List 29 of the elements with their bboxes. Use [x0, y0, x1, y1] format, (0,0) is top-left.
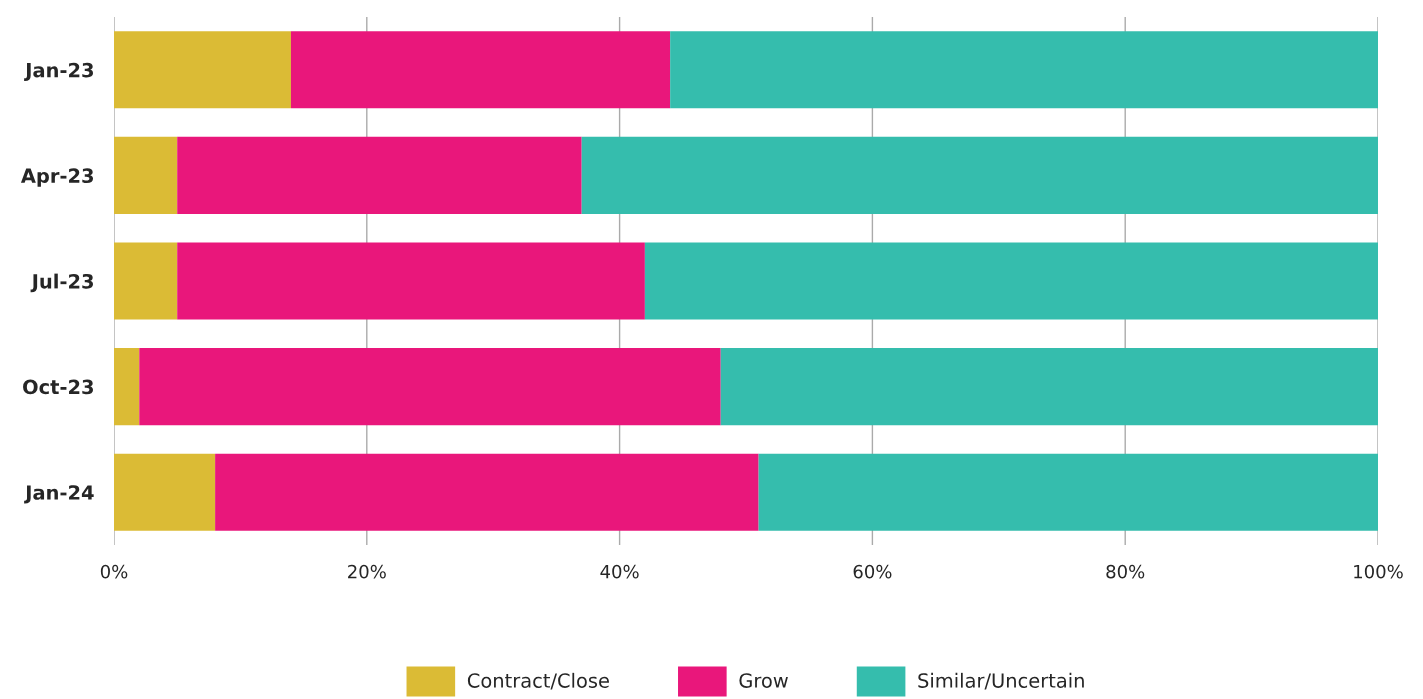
- bar: [758, 453, 1378, 531]
- y-tick-label: Jul-23: [30, 273, 94, 293]
- x-tick-label: 0%: [100, 564, 128, 579]
- x-tick-label: 60%: [853, 564, 892, 579]
- bar: [644, 242, 1378, 320]
- bar: [290, 31, 671, 109]
- bar: [177, 242, 645, 320]
- y-tick-label: Oct-23: [23, 379, 94, 395]
- bar: [114, 453, 216, 531]
- bar: [670, 31, 1378, 109]
- bar: [114, 136, 178, 214]
- bar: [215, 453, 759, 531]
- x-tick-label: 20%: [348, 564, 386, 579]
- y-tick-label: Apr-23: [20, 168, 94, 187]
- x-tick-label: 40%: [600, 564, 639, 579]
- bar: [114, 31, 291, 109]
- legend-label: Similar/Uncertain: [918, 672, 1084, 690]
- bar: [177, 136, 582, 214]
- legend-label: Grow: [739, 673, 788, 688]
- x-tick-label: 100%: [1354, 564, 1403, 579]
- bar: [114, 348, 140, 426]
- y-tick-label: Jan-24: [24, 485, 94, 504]
- bar: [720, 348, 1378, 426]
- legend-label: Contract/Close: [467, 672, 609, 690]
- y-tick-label: Jan-23: [24, 62, 94, 82]
- bar: [581, 136, 1378, 214]
- bar: [114, 242, 178, 320]
- x-tick-label: 80%: [1106, 564, 1145, 579]
- bar: [139, 348, 721, 426]
